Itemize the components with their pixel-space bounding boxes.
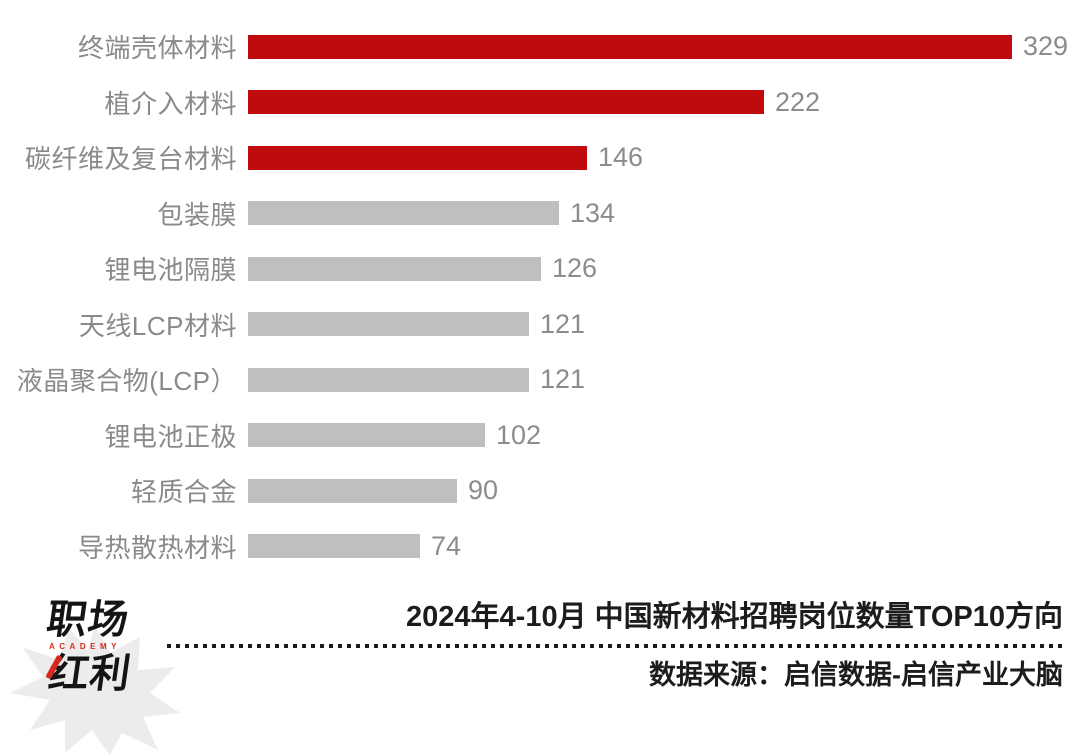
bar [248,201,559,226]
value-label: 222 [775,86,821,117]
value-label: 90 [468,475,499,506]
bar [248,367,529,392]
bar-row: 导热散热材料 74 [0,519,1080,575]
logo-subtitle: ACADEMY [49,642,121,651]
category-label: 包装膜 [157,199,237,230]
bar-row: 锂电池正极 102 [0,408,1080,464]
category-label: 液晶聚合物(LCP） [16,366,237,397]
category-label: 碳纤维及复台材料 [24,144,237,175]
logo-line2: 红利 [45,652,170,696]
bar [248,256,541,281]
bar-rows: 终端壳体材料 329 植介入材料 222 碳纤维及复台材料 146 包装膜 134 锂电池隔膜 1… [0,19,1080,574]
bar-row: 轻质合金 90 [0,463,1080,519]
value-label: 329 [1023,31,1069,62]
bar [248,478,457,503]
category-label: 导热散热材料 [77,532,237,563]
logo: 职场 ACADEMY 红利 [10,590,180,755]
logo-text: 职场 ACADEMY 红利 [43,598,170,696]
value-label: 134 [570,197,616,228]
value-label: 102 [496,419,542,450]
bar [248,312,529,337]
footer-right: 2024年4-10月 中国新材料招聘岗位数量TOP10方向 数据来源：启信数据-… [167,590,1063,696]
value-label: 74 [431,530,462,561]
bar-row: 植介入材料 222 [0,75,1080,131]
bar-row: 终端壳体材料 329 [0,19,1080,75]
bar-row: 液晶聚合物(LCP） 121 [0,352,1080,408]
category-label: 植介入材料 [104,88,237,119]
value-label: 121 [540,364,586,395]
value-label: 121 [540,308,586,339]
bar [248,90,764,115]
data-source: 数据来源：启信数据-启信产业大脑 [649,660,1063,690]
category-label: 锂电池正极 [104,421,237,452]
bar [248,34,1012,59]
chart-title: 2024年4-10月 中国新材料招聘岗位数量TOP10方向 [406,601,1063,633]
bar [248,145,587,170]
category-label: 天线LCP材料 [78,310,237,341]
category-label: 终端壳体材料 [77,33,237,64]
bar-row: 天线LCP材料 121 [0,297,1080,353]
value-label: 126 [552,253,598,284]
starburst-shape [10,625,180,755]
bar-row: 碳纤维及复台材料 146 [0,130,1080,186]
dotted-divider [167,644,1063,648]
bar-chart: 终端壳体材料 329 植介入材料 222 碳纤维及复台材料 146 包装膜 134 锂电池隔膜 1… [0,19,1080,574]
bar [248,534,420,559]
bar [248,423,485,448]
category-label: 轻质合金 [130,477,237,508]
bar-row: 包装膜 134 [0,186,1080,242]
footer: 职场 ACADEMY 红利 2024年4-10月 中国新材料招聘岗位数量TOP1… [10,590,1063,755]
bar-row: 锂电池隔膜 126 [0,241,1080,297]
logo-line1: 职场 [43,598,133,642]
category-label: 锂电池隔膜 [104,255,237,286]
value-label: 146 [598,142,644,173]
